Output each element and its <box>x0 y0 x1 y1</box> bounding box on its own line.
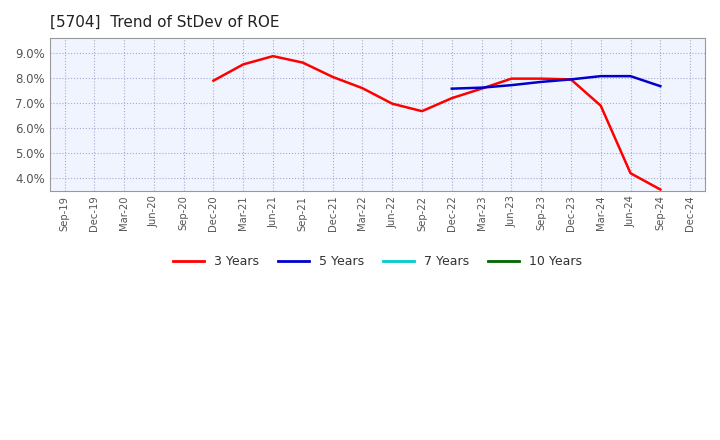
Text: [5704]  Trend of StDev of ROE: [5704] Trend of StDev of ROE <box>50 15 279 30</box>
Legend: 3 Years, 5 Years, 7 Years, 10 Years: 3 Years, 5 Years, 7 Years, 10 Years <box>168 250 587 273</box>
